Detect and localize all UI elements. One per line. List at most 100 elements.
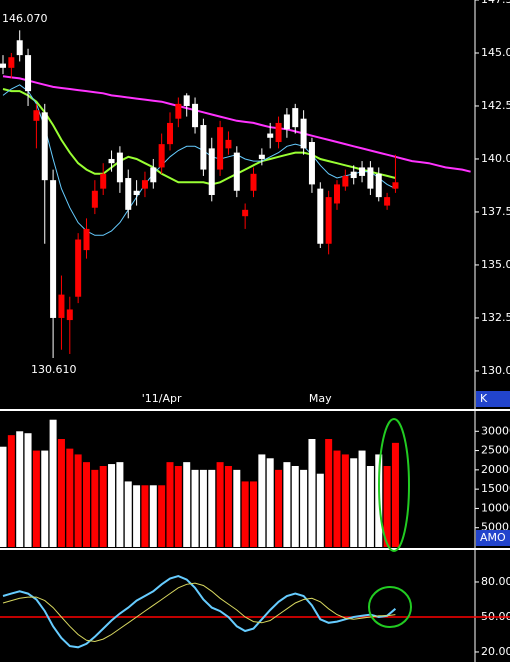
y-tick-label: 145.00 [481, 46, 510, 59]
volume-bar [316, 473, 324, 547]
volume-bar [258, 454, 266, 547]
y-tick-label: 30000 [481, 424, 510, 437]
y-tick-label: 147.5 [481, 0, 510, 6]
candle-body [108, 158, 115, 164]
volume-bar [57, 439, 65, 547]
candle-body [41, 112, 48, 181]
volume-bar [366, 466, 374, 547]
candle-body [375, 173, 382, 198]
candle-body [16, 40, 23, 56]
y-tick-label: 132.5 [481, 311, 510, 324]
volume-bar [99, 466, 107, 547]
candle-body [158, 144, 165, 168]
volume-bar [333, 450, 341, 547]
candle-body [250, 173, 257, 191]
candle-body [275, 122, 282, 143]
candle-body [167, 122, 173, 145]
volume-bar [266, 458, 274, 547]
volume-bar [325, 439, 333, 547]
volume-bar [66, 448, 74, 547]
volume-bar [216, 462, 224, 547]
volume-bar [241, 481, 249, 547]
volume-bar [74, 454, 82, 547]
annotation: 130.610 [31, 363, 77, 376]
volume-bar [116, 462, 124, 547]
candle-body [392, 182, 399, 189]
candle-body [342, 175, 349, 187]
candle-body [50, 180, 57, 318]
y-tick-label: 130.00 [481, 364, 510, 377]
candle-body [242, 209, 249, 217]
x-tick-label: May [309, 392, 332, 405]
volume-bar [208, 469, 216, 547]
volume-bar [283, 462, 291, 547]
y-tick-label: 20000 [481, 463, 510, 476]
panel-label-box [476, 530, 510, 546]
candle-body [217, 127, 224, 170]
volume-bar [341, 454, 349, 547]
volume-bar [191, 469, 199, 547]
volume-bar [174, 466, 182, 547]
panel-label: AMO [480, 531, 506, 544]
y-tick-label: 142.5 [481, 99, 510, 112]
moving-average-line [2, 88, 396, 186]
volume-bar [358, 450, 366, 547]
volume-bar [391, 442, 399, 547]
candle-body [359, 167, 366, 176]
y-tick-label: 140.00 [481, 152, 510, 165]
volume-bar [24, 433, 32, 547]
volume-bar [158, 485, 166, 547]
candle-body [384, 197, 391, 206]
candle-body [233, 152, 240, 191]
x-tick-label: '11/Apr [142, 392, 182, 405]
candle-body [66, 309, 73, 321]
candle-body [0, 63, 6, 68]
volume-bar [16, 431, 24, 547]
volume-bar [41, 450, 49, 547]
volume-bar [0, 446, 7, 547]
candle-body [100, 173, 107, 189]
volume-bar [149, 485, 157, 547]
candle-body [83, 228, 90, 251]
y-tick-label: 137.5 [481, 205, 510, 218]
volume-bar [32, 450, 40, 547]
candle-body [308, 142, 315, 185]
candle-body [116, 152, 123, 183]
candle-body [133, 190, 140, 195]
candle-body [125, 178, 132, 210]
candle-body [200, 125, 207, 170]
y-tick-label: 20.00 [481, 645, 510, 658]
y-tick-label: 135.00 [481, 258, 510, 271]
volume-bar [383, 466, 391, 547]
candle-body [367, 167, 374, 189]
candle-body [292, 108, 299, 128]
y-tick-label: 10000 [481, 501, 510, 514]
candle-body [33, 110, 40, 121]
volume-bar [141, 485, 149, 547]
candle-body [175, 103, 182, 119]
candle-body [75, 239, 82, 297]
y-tick-label: 25000 [481, 444, 510, 457]
volume-bar [233, 469, 241, 547]
candle-body [208, 148, 215, 195]
moving-average-line [2, 84, 396, 236]
volume-bar [350, 458, 358, 547]
oscillator-line [2, 575, 397, 649]
volume-bar [108, 464, 116, 547]
candle-body [150, 167, 157, 183]
volume-bar [250, 481, 257, 547]
candle-body [58, 294, 65, 318]
volume-bar [183, 462, 191, 547]
oscillator-line [2, 582, 396, 643]
y-tick-label: 80.00 [481, 575, 510, 588]
candle-body [91, 190, 98, 208]
volume-bar [133, 485, 141, 547]
candle-body [225, 139, 232, 149]
candle-body [25, 55, 32, 92]
volume-bar [291, 466, 299, 547]
panel-label-box [476, 391, 510, 407]
volume-bar [308, 439, 316, 547]
candle-body [350, 171, 357, 179]
